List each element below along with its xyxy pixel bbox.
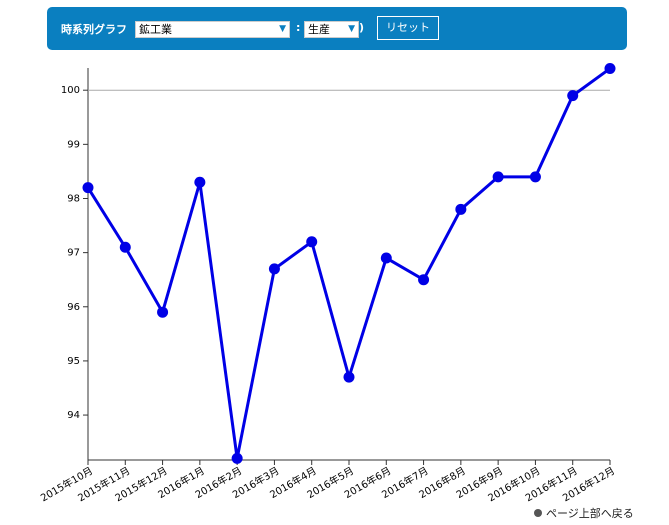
y-tick-label: 96 — [67, 302, 80, 313]
reset-button[interactable]: リセット — [377, 16, 439, 40]
measure-select[interactable]: 生産 ▼ — [304, 21, 359, 38]
control-bar: 時系列グラフ ( 鉱工業▼ : 生産▼ ) リセット — [47, 7, 627, 50]
y-tick-label: 98 — [67, 193, 80, 204]
separator: : — [296, 21, 301, 34]
point — [492, 171, 504, 183]
point — [306, 236, 318, 248]
select-text: 生産 — [308, 23, 330, 36]
paren: ) — [359, 21, 365, 34]
y-tick-label: 100 — [61, 85, 80, 96]
link-text: ページ上部へ戻る — [546, 507, 634, 520]
series-line — [86, 67, 611, 459]
y-tick-label: 94 — [67, 410, 80, 421]
point — [567, 90, 579, 102]
point — [231, 452, 243, 464]
back-to-top[interactable]: ページ上部へ戻る — [534, 505, 634, 521]
select-text: 鉱工業 — [139, 23, 172, 36]
point — [455, 203, 467, 215]
industry-select[interactable]: 鉱工業 ▼ — [135, 21, 290, 38]
point — [157, 306, 169, 318]
label: 時系列グラフ — [61, 23, 127, 36]
point — [119, 241, 131, 253]
point — [343, 371, 355, 383]
y-tick-label: 99 — [67, 139, 80, 150]
point — [194, 176, 206, 188]
point — [529, 171, 541, 183]
point — [418, 274, 430, 286]
y-tick-label: 97 — [67, 248, 80, 259]
y-tick-label: 95 — [67, 356, 80, 367]
icon — [534, 509, 542, 517]
point — [268, 263, 280, 275]
point — [380, 252, 392, 264]
select-arrow: ▼ — [348, 24, 355, 34]
point — [604, 63, 616, 75]
select-arrow: ▼ — [279, 24, 286, 34]
point — [82, 182, 94, 194]
